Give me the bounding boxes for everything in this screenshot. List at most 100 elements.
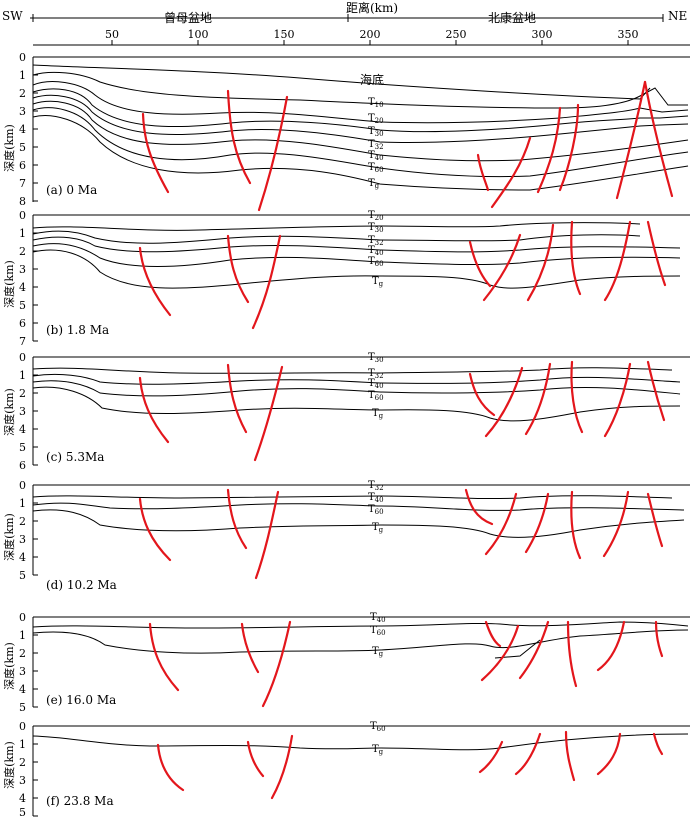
label-base: T (368, 113, 375, 124)
fault (536, 106, 562, 194)
label-base: T (368, 378, 375, 389)
km-tick-label: 250 (446, 28, 467, 41)
panel-c: 深度(km) 0 1 2 3 4 5 6 T30 T32 T40 T60 Tg (2, 351, 690, 472)
depth-ticks (33, 484, 38, 576)
panel-a: 深度(km) 0 1 2 3 4 5 6 7 8 海底 T10 T20 T30 (2, 51, 690, 212)
horizon-t60 (32, 380, 681, 397)
depth-tick-label: 3 (19, 405, 26, 418)
depth-tick-label: 7 (19, 177, 26, 190)
depth-axis-label: 深度(km) (2, 741, 16, 789)
horizon-label: T40 (368, 245, 384, 257)
label-base: T (368, 245, 375, 256)
depth-axis-label: 深度(km) (2, 388, 16, 436)
label-sub: 20 (375, 214, 384, 222)
depth-tick-label: 3 (19, 665, 26, 678)
label-sub: 32 (375, 239, 384, 247)
label-base: T (368, 480, 375, 491)
fault (570, 490, 582, 560)
fault (226, 488, 248, 550)
depth-tick-label: 2 (19, 387, 26, 400)
label-base: T (368, 126, 375, 137)
label-sub: 30 (375, 226, 384, 234)
depth-tick-label: 5 (19, 569, 26, 582)
horizon-tg (32, 386, 681, 422)
depth-tick-label: 6 (19, 459, 26, 472)
label-sub: 30 (375, 356, 384, 364)
panel-caption: (e) 16.0 Ma (46, 693, 116, 707)
horizon-label: T60 (368, 504, 384, 516)
fault (468, 372, 496, 417)
horizon-label: Tg (372, 408, 384, 420)
depth-tick-label: 3 (19, 533, 26, 546)
label-base: T (370, 625, 377, 636)
label-sub: 40 (375, 154, 384, 162)
panel-b: 深度(km) 0 1 2 3 4 5 6 7 T20 T30 T32 T40 T… (2, 209, 690, 348)
fault (141, 112, 170, 194)
fault (464, 488, 494, 526)
ne-label: NE (668, 9, 687, 23)
faults-panel-d (138, 488, 664, 580)
fault (226, 89, 252, 185)
fault (476, 153, 490, 192)
fault (270, 734, 294, 800)
faults-panel-f (156, 730, 664, 800)
fault (524, 362, 552, 436)
horizon-t40 (32, 373, 681, 385)
km-tick-labels: 50 100 150 200 250 300 350 (105, 28, 639, 41)
depth-tick-label: 4 (19, 281, 26, 294)
horizon-label: Tg (368, 178, 380, 190)
panel-e: 深度(km) 0 1 2 3 4 5 T40 T60 Tg (2, 611, 690, 714)
depth-tick-label: 8 (19, 195, 26, 208)
horizon-label: T60 (370, 625, 386, 637)
fault (484, 366, 524, 438)
label-base: T (368, 162, 375, 173)
horizon-tg (32, 629, 689, 654)
depth-tick-label: 0 (19, 720, 26, 733)
fault (261, 620, 292, 708)
km-tick-label: 350 (618, 28, 639, 41)
sw-label: SW (2, 9, 23, 23)
label-sub: 40 (375, 382, 384, 390)
depth-tick-label: 1 (19, 738, 26, 751)
horizon-label: T40 (370, 612, 386, 624)
horizon-label: T30 (368, 352, 384, 364)
depth-tick-label: 3 (19, 263, 26, 276)
distance-title: 距离(km) (346, 0, 398, 15)
fault (251, 234, 282, 330)
fault (596, 732, 622, 776)
header: SW NE 距离(km) 曾母盆地 北康盆地 50 100 150 200 25… (2, 0, 690, 46)
horizon-label: T30 (368, 222, 384, 234)
fault (564, 730, 576, 782)
depth-tick-label: 5 (19, 701, 26, 714)
fault (524, 492, 550, 554)
panel-caption: (c) 5.3Ma (46, 450, 104, 464)
fault (646, 492, 664, 548)
fault (526, 223, 555, 302)
depth-tick-label: 4 (19, 423, 26, 436)
horizon-label: Tg (372, 646, 384, 658)
label-sub: 40 (377, 616, 386, 624)
label-base: T (372, 408, 379, 419)
horizon-t30 (32, 222, 641, 231)
km-tick-label: 150 (274, 28, 295, 41)
depth-tick-label: 2 (19, 245, 26, 258)
label-base: T (368, 178, 375, 189)
depth-tick-label: 4 (19, 792, 26, 805)
fault (490, 136, 532, 209)
fault (484, 492, 518, 556)
horizon-extra (494, 639, 541, 659)
panel-caption: (d) 10.2 Ma (46, 578, 117, 592)
km-tick-label: 300 (532, 28, 553, 41)
label-base: T (372, 276, 379, 287)
depth-tick-label: 1 (19, 369, 26, 382)
horizon-t60 (32, 107, 689, 178)
label-sub: 60 (375, 260, 384, 268)
horizon-label: T40 (368, 492, 384, 504)
fault (566, 620, 578, 688)
label-base: T (368, 352, 375, 363)
fault (570, 360, 584, 434)
depth-tick-label: 5 (19, 441, 26, 454)
label-sub: 60 (377, 725, 386, 733)
horizon-label: T32 (368, 139, 384, 151)
fault (646, 220, 667, 287)
